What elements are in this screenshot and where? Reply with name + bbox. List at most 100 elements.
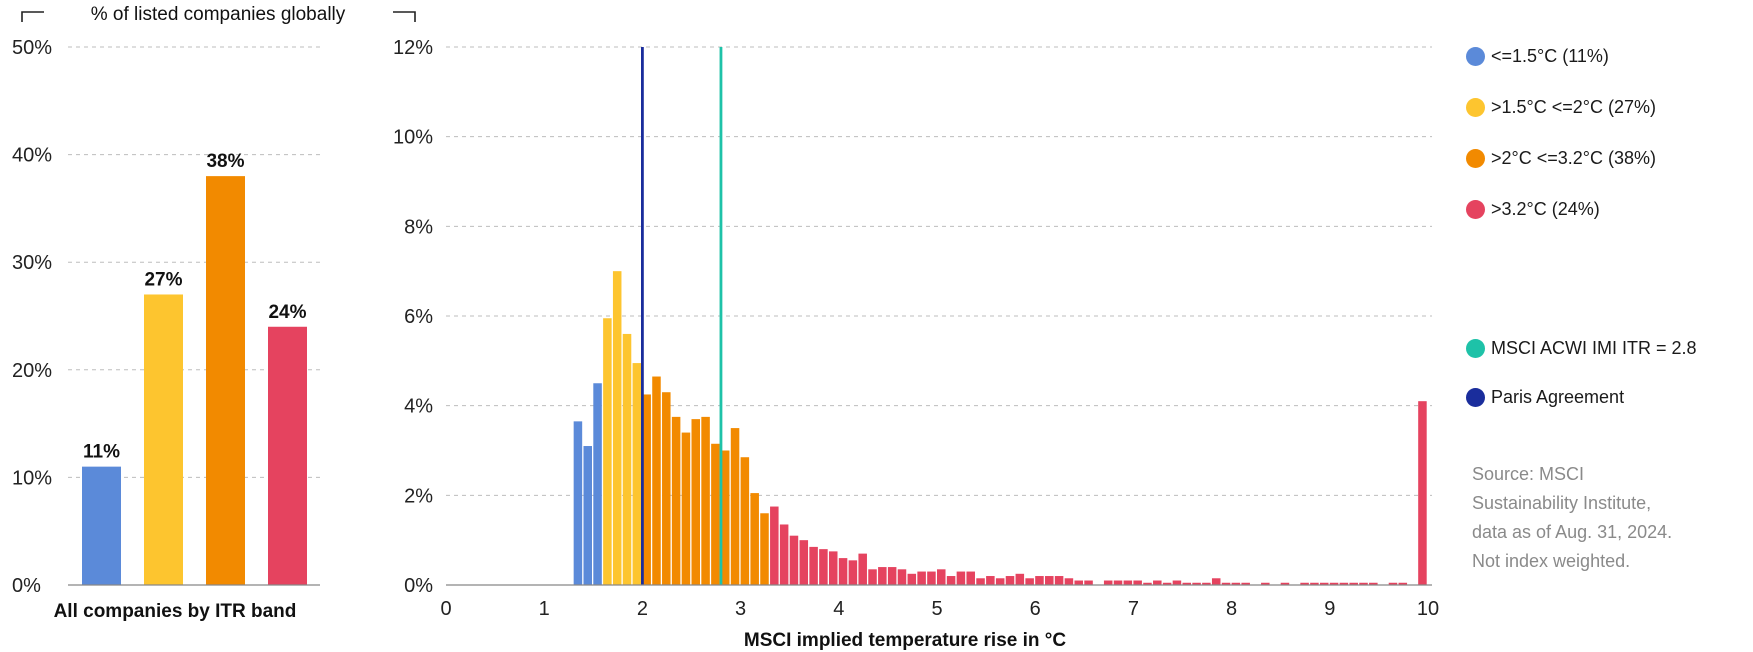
histogram-bar <box>1339 582 1349 585</box>
x-tick-label: 5 <box>931 598 942 620</box>
histogram-bar <box>1300 582 1309 585</box>
right-x-tick-labels: 0 1 2 3 4 5 6 7 8 9 10 <box>440 598 1439 620</box>
x-tick-label: 10 <box>1417 598 1439 620</box>
histogram-bar <box>878 567 887 585</box>
histogram-bar <box>1005 576 1015 585</box>
left-x-axis-title: All companies by ITR band <box>54 601 297 622</box>
legend-item-1-5-to-2: >1.5°C <=2°C (27%) <box>1466 97 1656 118</box>
histogram-bar <box>1113 580 1123 585</box>
histogram-bar <box>691 419 701 585</box>
histogram-bar <box>819 549 828 585</box>
x-tick-label: 0 <box>440 598 451 620</box>
y-tick-label: 0% <box>12 575 41 597</box>
y-tick-label: 40% <box>12 145 52 167</box>
x-tick-label: 3 <box>735 598 746 620</box>
histogram-bar <box>1084 580 1093 585</box>
y-tick-label: 6% <box>404 306 433 328</box>
histogram-bar <box>603 318 612 585</box>
histogram-bar <box>573 421 583 585</box>
legend-item-gt-3-2: >3.2°C (24%) <box>1466 199 1600 220</box>
histogram-bar <box>1064 578 1074 585</box>
histogram-bar <box>907 573 917 585</box>
histogram-bar <box>1025 578 1034 585</box>
histogram-bar <box>995 578 1005 585</box>
histogram-bar <box>740 457 750 585</box>
histogram-bar <box>1054 576 1064 585</box>
histogram-bar <box>779 524 789 585</box>
y-tick-label: 12% <box>393 37 433 59</box>
histogram-bar <box>1035 576 1044 585</box>
x-tick-label: 9 <box>1324 598 1335 620</box>
y-axis-title-bracket-left <box>21 11 44 22</box>
band-bar <box>268 326 307 585</box>
left-bar-value-labels: 11% 27% 38% 24% <box>83 151 307 463</box>
histogram-bar <box>828 551 838 585</box>
histogram-bar <box>986 576 995 585</box>
histogram-bar <box>750 493 759 585</box>
bar-value-label: 11% <box>83 442 120 463</box>
histogram-bar <box>1231 582 1241 585</box>
x-tick-label: 7 <box>1128 598 1139 620</box>
legend-label: >2°C <=3.2°C (38%) <box>1491 148 1656 168</box>
legend-swatch <box>1466 200 1485 219</box>
histogram-bar <box>937 569 946 585</box>
histogram-bar <box>1182 582 1192 585</box>
histogram-bar <box>1310 582 1319 585</box>
histogram-bar <box>1398 582 1408 585</box>
x-tick-label: 6 <box>1030 598 1041 620</box>
histogram-bars <box>573 271 1427 585</box>
legend-item-2-to-3-2: >2°C <=3.2°C (38%) <box>1466 148 1656 169</box>
histogram-bar <box>760 513 769 585</box>
legend-label: MSCI ACWI IMI ITR = 2.8 <box>1491 338 1697 358</box>
histogram-bar <box>671 416 681 585</box>
histogram-bar <box>858 553 867 585</box>
histogram-bar <box>1359 582 1368 585</box>
legend-item-paris: Paris Agreement <box>1466 387 1624 408</box>
histogram-bar <box>1045 576 1054 585</box>
histogram-bar <box>701 416 710 585</box>
histogram-bar <box>1192 582 1201 585</box>
y-tick-label: 20% <box>12 360 52 382</box>
y-axis-title-bracket-right <box>393 11 416 22</box>
x-tick-label: 8 <box>1226 598 1237 620</box>
right-x-axis-title: MSCI implied temperature rise in °C <box>744 630 1067 651</box>
source-line: Not index weighted. <box>1472 551 1631 571</box>
legend-label: >1.5°C <=2°C (27%) <box>1491 97 1656 117</box>
left-y-tick-labels: 0% 10% 20% 30% 40% 50% <box>12 37 52 597</box>
source-line: Source: MSCI <box>1472 464 1585 484</box>
histogram-bar <box>1211 578 1221 585</box>
histogram-bar <box>897 569 907 585</box>
legend-item-le-1-5: <=1.5°C (11%) <box>1466 46 1609 67</box>
legend-swatch <box>1466 47 1485 66</box>
histogram-bar <box>1280 582 1290 585</box>
source-line: data as of Aug. 31, 2024. <box>1472 522 1673 542</box>
y-tick-label: 8% <box>404 216 433 238</box>
histogram-bar <box>809 546 818 585</box>
histogram-bar <box>1015 573 1025 585</box>
band-bar <box>144 294 183 585</box>
histogram-bar <box>1103 580 1113 585</box>
reference-lines <box>641 47 723 585</box>
histogram-bar <box>1349 582 1358 585</box>
histogram-bar <box>730 428 740 585</box>
bar-value-label: 38% <box>206 151 244 172</box>
bar-value-label: 24% <box>268 302 306 323</box>
y-axis-title: % of listed companies globally <box>91 4 346 25</box>
histogram-bar <box>1241 582 1250 585</box>
histogram-bar <box>1221 582 1231 585</box>
legend-swatch <box>1466 149 1485 168</box>
y-tick-label: 10% <box>393 127 433 149</box>
histogram-bar <box>720 450 730 585</box>
histogram-bar <box>976 578 985 585</box>
legend-label: >3.2°C (24%) <box>1491 199 1600 219</box>
histogram-bar <box>1202 582 1211 585</box>
histogram-bar <box>1133 580 1142 585</box>
bar-value-label: 27% <box>144 269 182 290</box>
legend-label: <=1.5°C (11%) <box>1491 46 1609 66</box>
histogram-bar <box>681 432 691 585</box>
temperature-histogram: 0% 2% 4% 6% 8% 10% 12% 0 1 2 3 4 5 6 7 8 9 10 MSCI impli… <box>393 37 1439 651</box>
y-tick-label: 0% <box>404 575 433 597</box>
y-tick-label: 2% <box>404 485 433 507</box>
histogram-bar <box>1143 582 1152 585</box>
